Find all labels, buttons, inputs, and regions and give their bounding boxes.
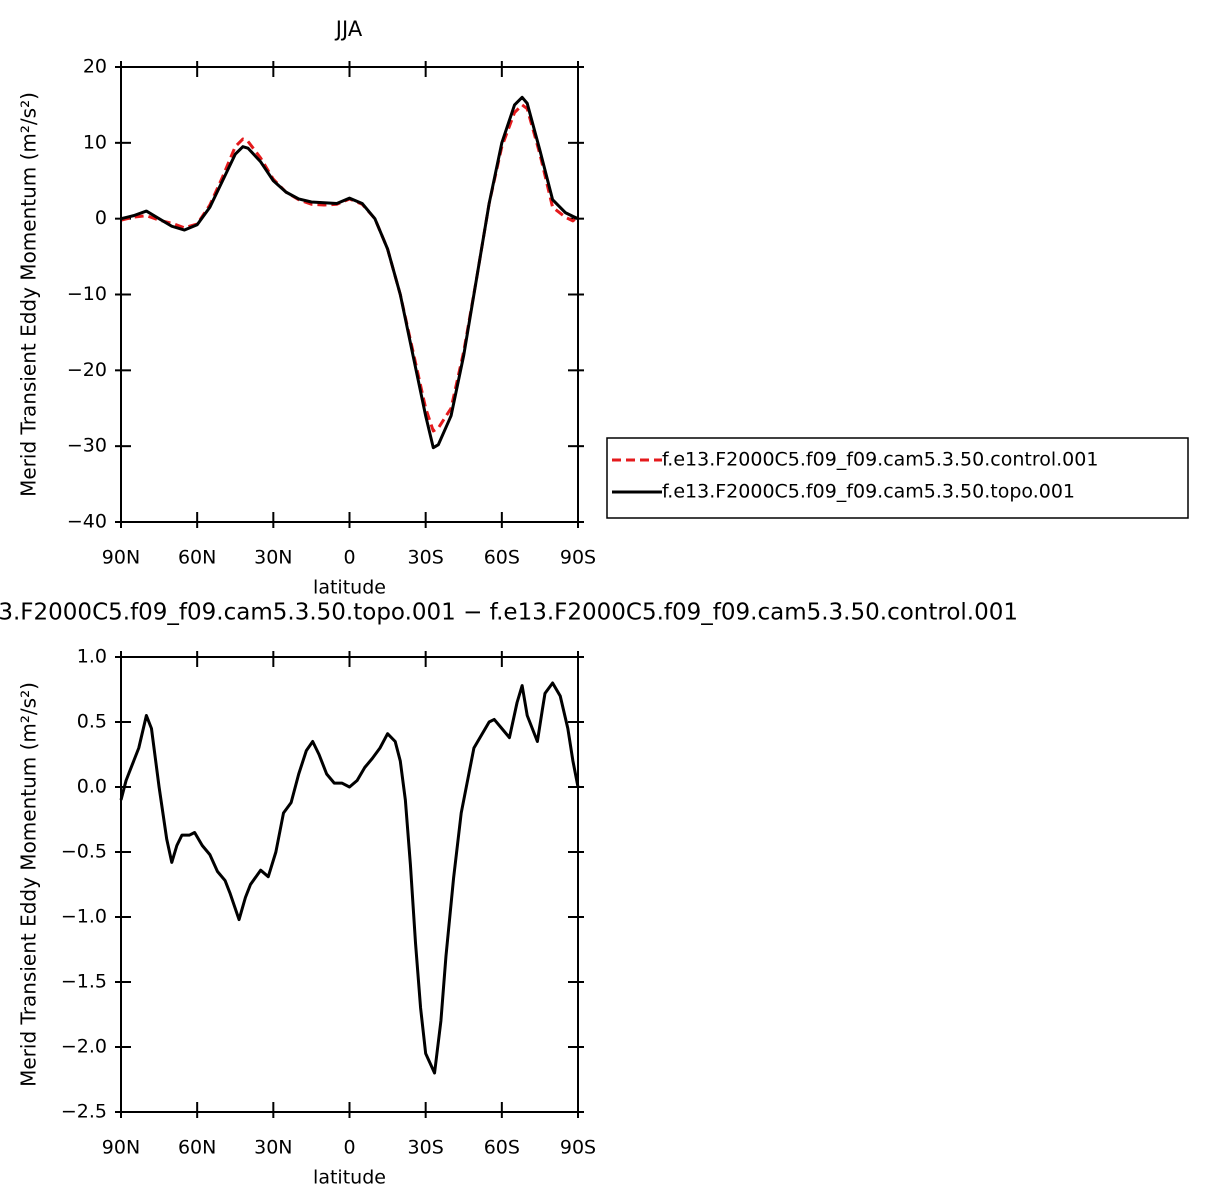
x-tick-label: 60S [484,547,520,569]
y-tick-label: 20 [83,56,107,78]
x-tick-label: 0 [343,1137,355,1159]
y-axis-label: Merid Transient Eddy Momentum (m²/s²) [17,92,41,497]
y-tick-label: −40 [67,511,107,533]
plot-frame [120,66,579,523]
data-line [119,681,580,1075]
x-tick-label: 60N [178,547,216,569]
plot-frame [120,656,579,1113]
legend-label: f.e13.F2000C5.f09_f09.cam5.3.50.topo.001 [662,481,1075,503]
x-tick-label: 60N [178,1137,216,1159]
x-tick-label: 30N [254,1137,292,1159]
y-tick-label: 10 [83,131,107,153]
chart-title: JJA [334,17,363,41]
x-tick-label: 30S [408,1137,444,1159]
y-axis-label: Merid Transient Eddy Momentum (m²/s²) [17,682,41,1087]
y-tick-label: 0 [95,207,107,229]
legend-label: f.e13.F2000C5.f09_f09.cam5.3.50.control.… [662,449,1098,471]
x-tick-label: 30N [254,547,292,569]
y-tick-label: −2.5 [61,1101,107,1123]
data-line [120,103,580,433]
y-tick-label: −0.5 [61,841,107,863]
x-axis-label: latitude [313,577,386,599]
chart-title: f.e13.F2000C5.f09_f09.cam5.3.50.topo.001… [0,600,1018,626]
x-tick-label: 90N [102,547,140,569]
data-line [120,95,579,450]
y-tick-label: 1.0 [77,646,107,668]
y-tick-label: −1.0 [61,906,107,928]
x-tick-label: 90S [560,547,596,569]
y-tick-label: −2.0 [61,1036,107,1058]
x-tick-label: 90N [102,1137,140,1159]
x-axis-label: latitude [313,1167,386,1189]
y-tick-label: −20 [67,359,107,381]
x-tick-label: 90S [560,1137,596,1159]
y-tick-label: −10 [67,283,107,305]
x-tick-label: 60S [484,1137,520,1159]
y-tick-label: 0.5 [77,711,107,733]
y-tick-label: −1.5 [61,971,107,993]
x-tick-label: 0 [343,547,355,569]
x-tick-label: 30S [408,547,444,569]
y-tick-label: 0.0 [77,776,107,798]
y-tick-label: −30 [67,435,107,457]
legend-box [606,437,1189,519]
